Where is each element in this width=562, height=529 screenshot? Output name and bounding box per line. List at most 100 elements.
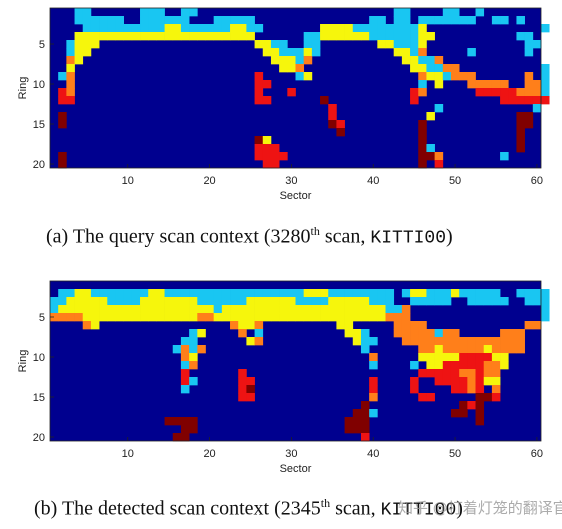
heatmap-cell bbox=[418, 321, 427, 330]
heatmap-cell bbox=[262, 152, 272, 161]
heatmap-cell bbox=[156, 32, 165, 41]
heatmap-cell bbox=[123, 32, 133, 41]
heatmap-cell bbox=[483, 361, 493, 370]
heatmap-cell bbox=[311, 289, 321, 298]
heatmap-cell bbox=[197, 345, 206, 354]
heatmap-cell bbox=[336, 32, 345, 41]
heatmap-cell bbox=[197, 305, 206, 314]
heatmap-cell bbox=[270, 56, 280, 65]
heatmap-cell bbox=[246, 385, 255, 394]
heatmap-cell bbox=[66, 72, 75, 81]
heatmap-cell bbox=[467, 385, 476, 394]
heatmap-cell bbox=[107, 32, 116, 41]
heatmap-cell bbox=[66, 313, 75, 322]
heatmap-cell bbox=[311, 305, 321, 314]
heatmap-cell bbox=[58, 305, 67, 314]
heatmap-cell bbox=[434, 56, 444, 65]
heatmap-cell bbox=[189, 8, 198, 17]
heatmap-cell bbox=[213, 16, 223, 25]
heatmap-cell bbox=[434, 353, 444, 362]
heatmap-cell bbox=[524, 289, 534, 298]
x-tick-label: 60 bbox=[531, 448, 543, 460]
y-axis-label: Ring bbox=[17, 350, 29, 373]
heatmap-cell bbox=[74, 48, 84, 57]
heatmap-cell bbox=[426, 16, 435, 25]
heatmap-cell bbox=[221, 297, 231, 306]
heatmap-cell bbox=[336, 305, 345, 314]
heatmap-cell bbox=[140, 313, 149, 322]
heatmap-cell bbox=[246, 393, 255, 402]
caption-detected-suffix: ) bbox=[456, 497, 463, 520]
heatmap-cell bbox=[491, 297, 501, 306]
heatmap-cell bbox=[58, 96, 67, 105]
heatmap-cell bbox=[180, 305, 190, 314]
heatmap-cell bbox=[238, 297, 247, 306]
heatmap-cell bbox=[172, 345, 182, 354]
heatmap-cell bbox=[336, 321, 345, 330]
heatmap-cell bbox=[270, 160, 280, 169]
heatmap-cell bbox=[148, 313, 157, 322]
heatmap-cell bbox=[328, 112, 337, 121]
heatmap-cell bbox=[418, 48, 427, 57]
heatmap-cell bbox=[475, 361, 485, 370]
heatmap-cell bbox=[385, 289, 395, 298]
heatmap-cell bbox=[336, 313, 345, 322]
heatmap-cell bbox=[401, 329, 411, 338]
heatmap-cell bbox=[418, 80, 427, 89]
heatmap-cell bbox=[483, 80, 493, 89]
heatmap-cell bbox=[90, 297, 100, 306]
heatmap-cell bbox=[541, 305, 550, 314]
y-tick-label: 5 bbox=[39, 312, 45, 324]
heatmap-cell bbox=[336, 289, 345, 298]
heatmap-cell bbox=[58, 152, 67, 161]
heatmap-cell bbox=[450, 369, 460, 378]
heatmap-cell bbox=[401, 24, 411, 33]
heatmap-cell bbox=[66, 40, 75, 49]
heatmap-cell bbox=[246, 289, 255, 298]
heatmap-cell bbox=[369, 24, 378, 33]
heatmap-cell bbox=[58, 289, 67, 298]
heatmap-cell bbox=[99, 313, 108, 322]
heatmap-cell bbox=[450, 16, 460, 25]
heatmap-cell bbox=[303, 72, 313, 81]
heatmap-cell bbox=[434, 64, 444, 73]
heatmap-cell bbox=[287, 64, 296, 73]
heatmap-cell bbox=[254, 24, 264, 33]
heatmap-cell bbox=[385, 40, 395, 49]
heatmap-cell bbox=[295, 72, 305, 81]
heatmap-cell bbox=[385, 297, 395, 306]
heatmap-cell bbox=[541, 96, 550, 105]
heatmap-cell bbox=[500, 361, 509, 370]
heatmap-cell bbox=[82, 48, 92, 57]
heatmap-cell bbox=[156, 8, 165, 17]
heatmap-cell bbox=[475, 289, 485, 298]
heatmap-cell bbox=[156, 16, 165, 25]
heatmap-cell bbox=[459, 289, 468, 298]
heatmap-cell bbox=[172, 16, 182, 25]
heatmap-cell bbox=[82, 289, 92, 298]
heatmap-cell bbox=[491, 393, 501, 402]
heatmap-cell bbox=[369, 393, 378, 402]
heatmap-cell bbox=[524, 48, 534, 57]
heatmap-cell bbox=[328, 24, 337, 33]
heatmap-cell bbox=[516, 345, 525, 354]
heatmap-cell bbox=[410, 337, 419, 346]
heatmap-cell bbox=[442, 72, 452, 81]
heatmap-cell bbox=[246, 321, 255, 330]
heatmap-cell bbox=[401, 321, 411, 330]
heatmap-cell bbox=[221, 32, 231, 41]
heatmap-cell bbox=[360, 337, 370, 346]
heatmap-cell bbox=[377, 40, 386, 49]
heatmap-cell bbox=[475, 385, 485, 394]
heatmap-cell bbox=[287, 289, 296, 298]
heatmap-cell bbox=[352, 417, 362, 426]
heatmap-cell bbox=[262, 136, 272, 145]
heatmap-cell bbox=[270, 313, 280, 322]
heatmap-cell bbox=[508, 329, 517, 338]
heatmap-cell bbox=[360, 345, 370, 354]
heatmap-cell bbox=[483, 297, 493, 306]
y-tick-label: 10 bbox=[33, 79, 45, 91]
heatmap-cell bbox=[270, 152, 280, 161]
heatmap-cell bbox=[140, 32, 149, 41]
x-axis-label: Sector bbox=[280, 463, 312, 475]
